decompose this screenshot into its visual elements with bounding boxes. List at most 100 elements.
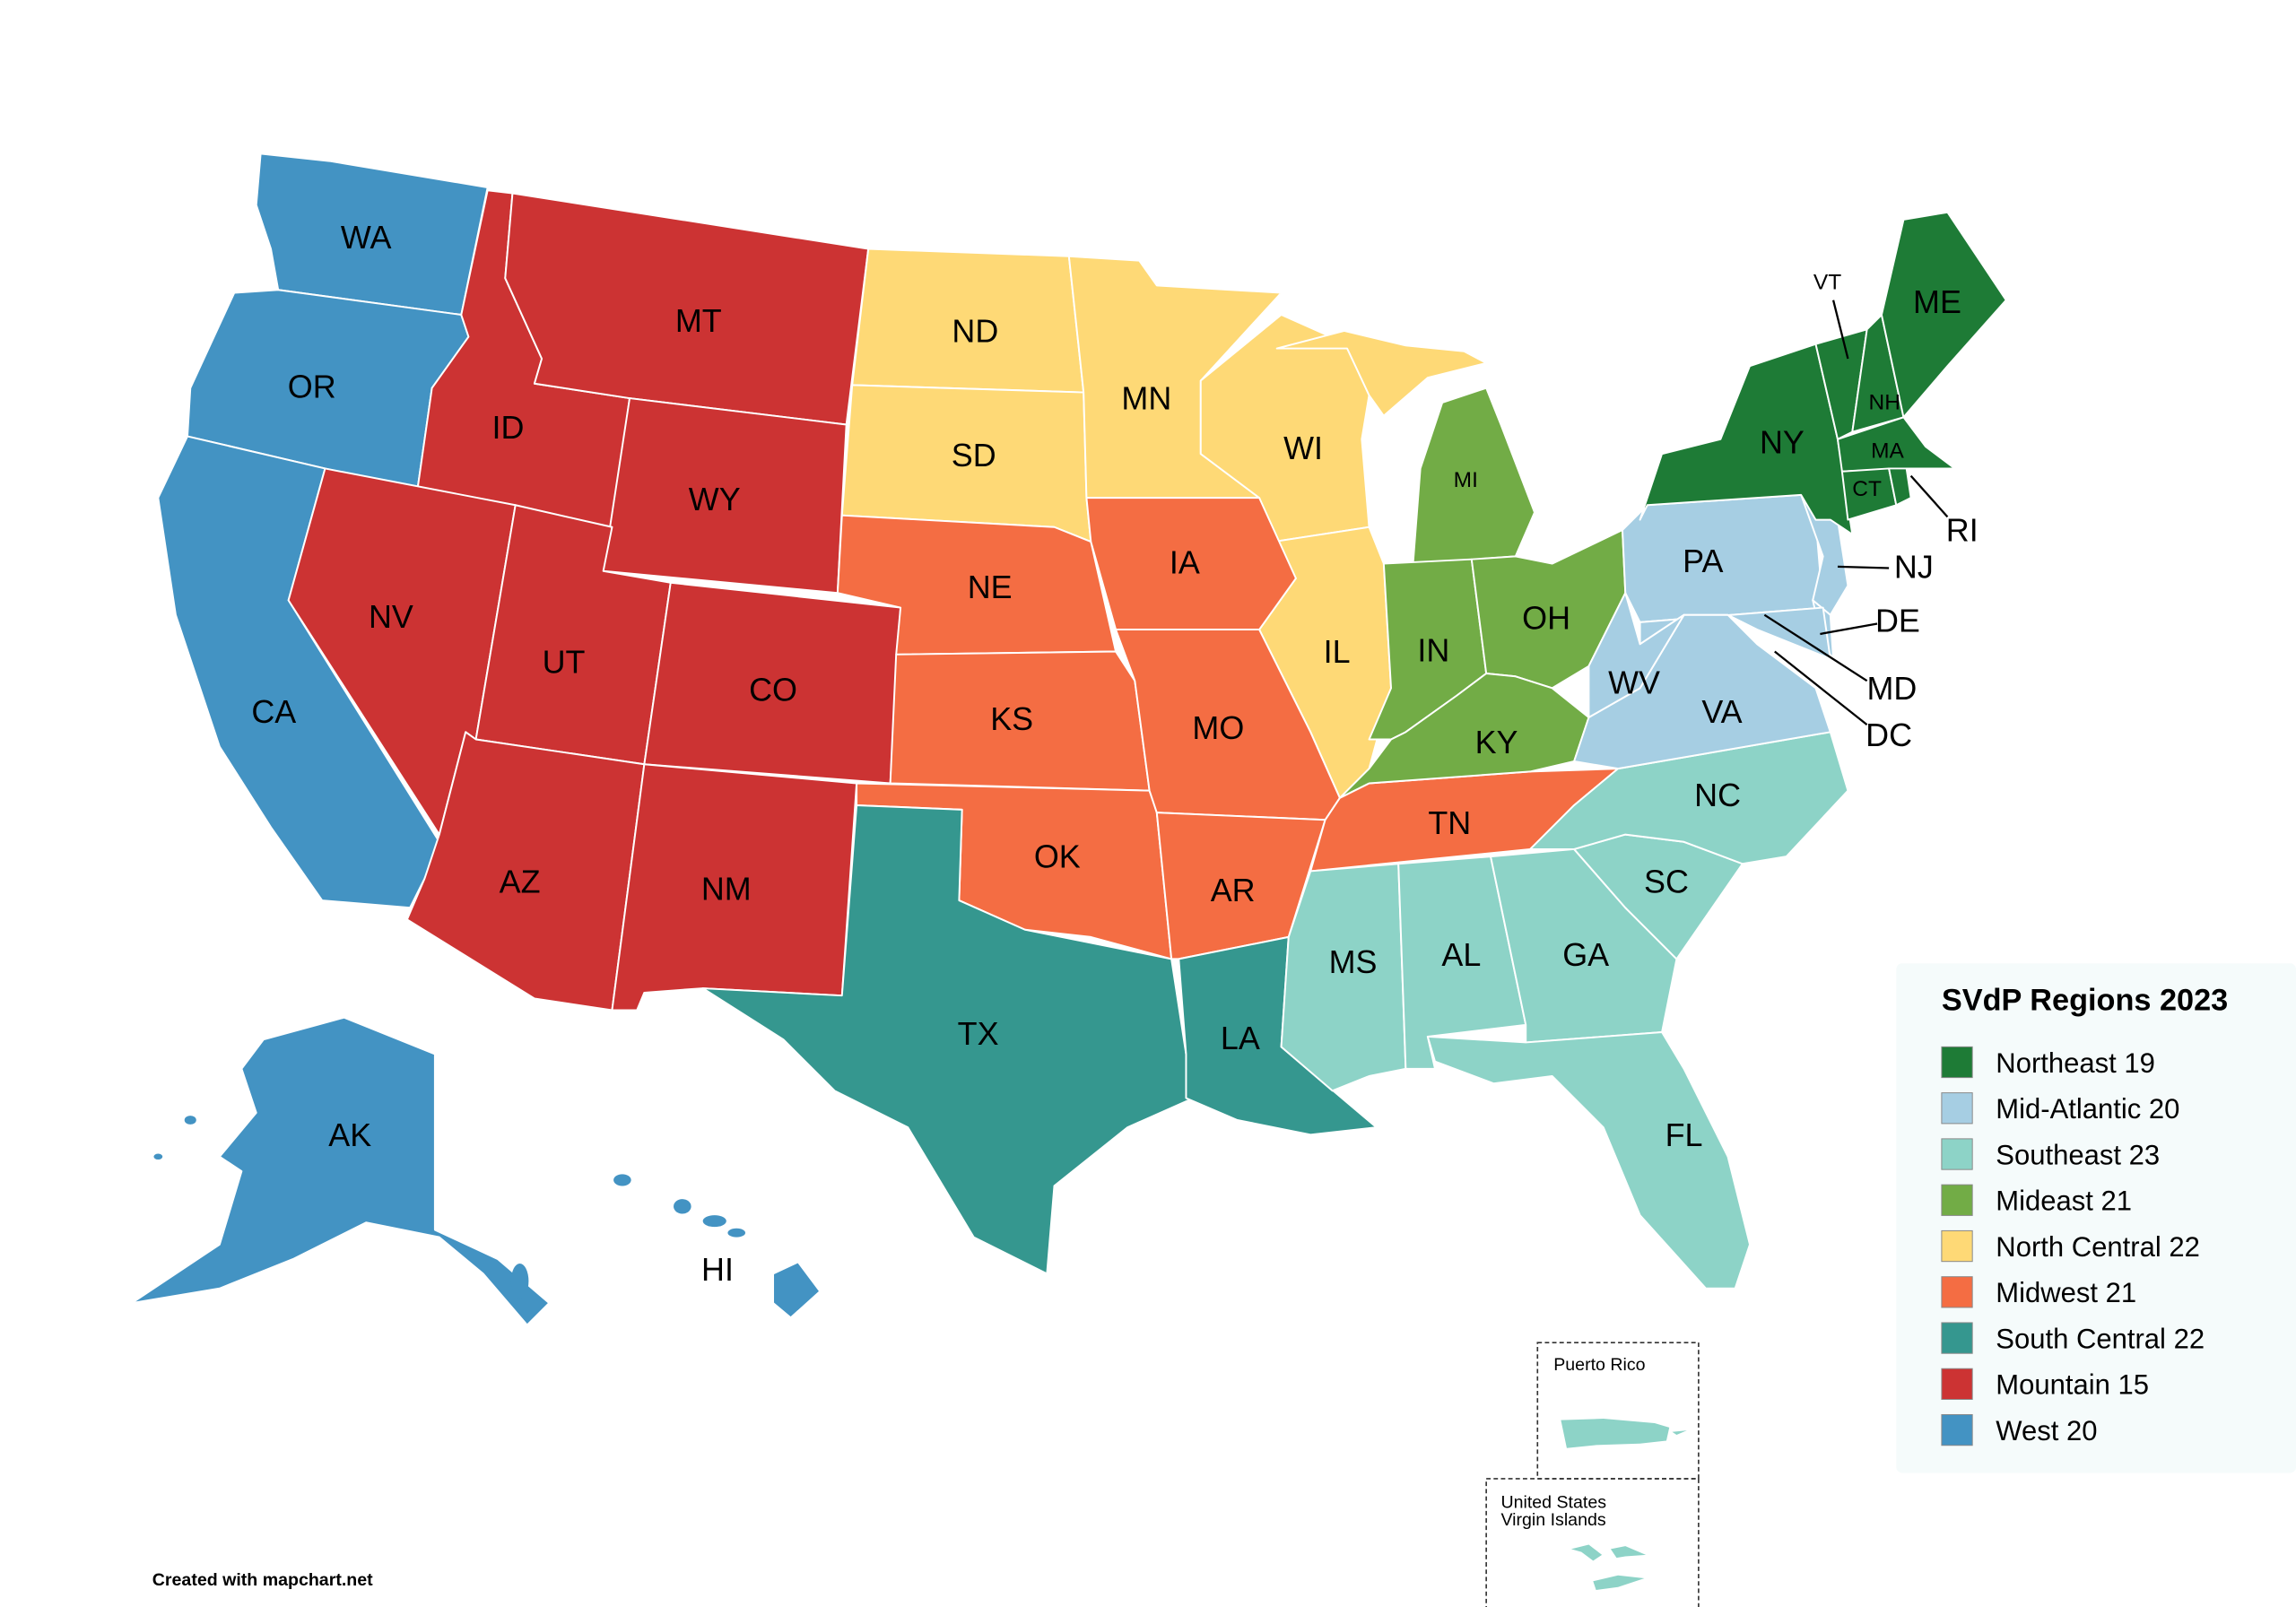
state-label-ms: MS <box>1329 943 1378 980</box>
hawaii-island <box>674 1199 691 1214</box>
state-label-pa: PA <box>1683 543 1723 579</box>
legend-item-mideast: Mideast 21 <box>1941 1184 2132 1217</box>
legend-item-northeast: Northeast 19 <box>1941 1046 2155 1079</box>
legend-item-midatlantic: Mid-Atlantic 20 <box>1941 1092 2179 1125</box>
state-label-ak: AK <box>328 1116 371 1153</box>
legend-label: North Central 22 <box>1996 1231 2200 1263</box>
legend-label: Mideast 21 <box>1996 1186 2132 1217</box>
state-wi[interactable] <box>1199 314 1370 543</box>
legend-label: Mid-Atlantic 20 <box>1996 1093 2179 1125</box>
puerto-rico-shape <box>1561 1419 1687 1448</box>
state-wv[interactable] <box>1587 592 1685 718</box>
state-label-mo: MO <box>1192 709 1244 746</box>
legend-swatch <box>1941 1138 1973 1170</box>
state-ky[interactable] <box>1338 673 1590 799</box>
state-label-tn: TN <box>1428 804 1471 841</box>
virgin-islands-inset: United States Virgin Islands <box>1485 1478 1700 1607</box>
legend-swatch <box>1941 1046 1973 1079</box>
legend-item-west: West 20 <box>1941 1413 2098 1446</box>
state-label-co: CO <box>749 671 797 708</box>
state-label-nv: NV <box>369 598 413 635</box>
states-layer <box>130 152 2007 1326</box>
state-label-nm: NM <box>701 871 752 908</box>
legend-swatch <box>1941 1184 1973 1216</box>
state-label-ia: IA <box>1170 543 1200 580</box>
state-label-il: IL <box>1324 633 1351 670</box>
state-label-mn: MN <box>1121 380 1171 417</box>
state-ri[interactable] <box>1888 467 1912 507</box>
state-label-hi: HI <box>701 1251 734 1288</box>
hawaii-island <box>727 1228 746 1238</box>
state-label-vt: VT <box>1813 271 1841 295</box>
leader-line-de <box>1820 622 1878 636</box>
legend-label: Northeast 19 <box>1996 1047 2155 1079</box>
legend-title: SVdP Regions 2023 <box>1942 984 2228 1018</box>
state-hi[interactable] <box>772 1261 822 1319</box>
state-label-ks: KS <box>990 700 1033 737</box>
state-label-va: VA <box>1701 693 1742 730</box>
credit-text: Created with mapchart.net <box>152 1570 373 1590</box>
state-label-md: MD <box>1866 670 1917 707</box>
state-fl[interactable] <box>1426 1031 1751 1290</box>
state-label-ky: KY <box>1475 724 1518 760</box>
state-label-fl: FL <box>1665 1116 1703 1153</box>
hawaii-island <box>613 1174 631 1186</box>
state-label-ga: GA <box>1562 936 1609 973</box>
legend-item-southcentral: South Central 22 <box>1941 1322 2205 1354</box>
legend-swatch <box>1941 1368 1973 1400</box>
state-label-nc: NC <box>1694 777 1741 813</box>
puerto-rico-inset: Puerto Rico <box>1536 1342 1700 1480</box>
legend-label: Mountain 15 <box>1996 1369 2149 1401</box>
legend-swatch <box>1941 1413 1973 1446</box>
leader-line-md <box>1763 613 1868 682</box>
leader-line-nj <box>1837 565 1890 569</box>
legend: SVdP Regions 2023 Northeast 19 Mid-Atlant… <box>1896 963 2296 1473</box>
state-label-la: LA <box>1221 1020 1260 1056</box>
state-label-me: ME <box>1913 283 1961 320</box>
state-label-ma: MA <box>1871 439 1904 463</box>
legend-label: Midwest 21 <box>1996 1277 2136 1308</box>
state-nc[interactable] <box>1529 731 1849 865</box>
state-label-wv: WV <box>1608 664 1660 700</box>
legend-item-midwest: Midwest 21 <box>1941 1276 2136 1308</box>
legend-swatch <box>1941 1276 1973 1308</box>
legend-swatch <box>1941 1092 1973 1125</box>
legend-item-southeast: Southeast 23 <box>1941 1138 2160 1170</box>
state-label-al: AL <box>1441 936 1481 973</box>
virgin-islands-label-line2: Virgin Islands <box>1500 1510 1605 1530</box>
state-label-nj: NJ <box>1894 548 1934 585</box>
state-label-az: AZ <box>500 863 541 899</box>
legend-swatch <box>1941 1322 1973 1354</box>
state-label-ar: AR <box>1211 872 1256 908</box>
state-tx[interactable] <box>701 804 1195 1275</box>
state-ak[interactable] <box>130 1016 551 1326</box>
state-label-ri: RI <box>1946 512 1979 549</box>
state-label-tx: TX <box>958 1015 999 1052</box>
michigan-upper-peninsula[interactable] <box>1275 330 1488 417</box>
state-label-dc: DC <box>1866 717 1912 753</box>
state-label-wa: WA <box>341 219 392 256</box>
state-nm[interactable] <box>611 763 858 1012</box>
state-label-oh: OH <box>1522 599 1570 636</box>
leader-line-vt <box>1831 300 1849 360</box>
state-label-id: ID <box>492 409 525 446</box>
alaska-island <box>510 1263 529 1299</box>
leader-line-ri <box>1909 474 1949 518</box>
virgin-islands-label-line1: United States <box>1500 1493 1606 1513</box>
state-label-or: OR <box>288 369 336 405</box>
state-label-sc: SC <box>1644 863 1689 899</box>
leader-line-dc <box>1774 650 1868 726</box>
puerto-rico-label: Puerto Rico <box>1553 1355 1645 1375</box>
hawaii-island <box>702 1215 726 1228</box>
state-label-de: DE <box>1875 603 1920 639</box>
state-label-mi: MI <box>1454 468 1478 492</box>
legend-item-northcentral: North Central 22 <box>1941 1229 2200 1263</box>
state-label-ut: UT <box>543 643 586 680</box>
state-label-in: IN <box>1417 631 1449 668</box>
state-label-nh: NH <box>1869 390 1900 414</box>
legend-label: South Central 22 <box>1996 1323 2205 1354</box>
legend-label: West 20 <box>1996 1415 2097 1446</box>
state-label-ne: NE <box>968 569 1013 605</box>
state-label-ny: NY <box>1760 424 1805 461</box>
alaska-island <box>184 1116 196 1125</box>
